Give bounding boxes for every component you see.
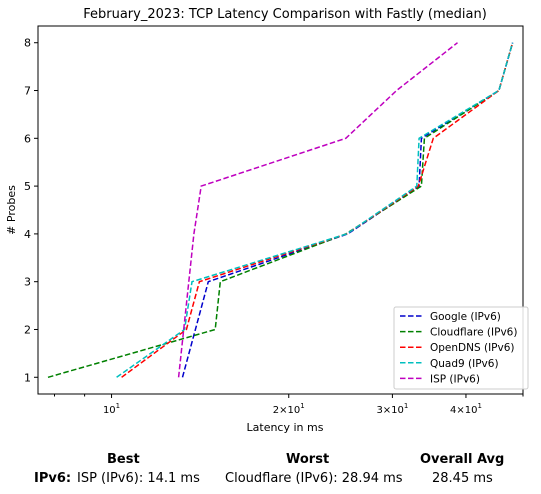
overall-value: 28.45 ms — [432, 471, 493, 486]
x-tick-label: 4×101 — [450, 402, 482, 416]
legend-label: ISP (IPv6) — [430, 373, 480, 385]
series-line-0 — [181, 42, 514, 378]
series-line-3 — [116, 42, 514, 378]
row-label: IPv6: — [34, 471, 71, 486]
y-tick-label: 2 — [24, 323, 31, 336]
y-tick-label: 5 — [24, 180, 31, 193]
legend-label: Google (IPv6) — [430, 311, 501, 323]
worst-value: Cloudflare (IPv6): 28.94 ms — [225, 471, 403, 486]
legend-box — [393, 306, 529, 390]
legend: Google (IPv6) Cloudflare (IPv6) OpenDNS (I… — [393, 306, 529, 390]
series-line-4 — [177, 42, 458, 378]
legend-label: Cloudflare (IPv6) — [430, 327, 517, 339]
best-header: Best — [107, 452, 140, 467]
x-tick-label: 3×101 — [376, 402, 408, 416]
x-tick-label: 2×101 — [273, 402, 305, 416]
x-axis-label: Latency in ms — [247, 421, 324, 434]
worst-header: Worst — [286, 452, 330, 467]
x-axis-ticks: 101 2×101 3×101 4×101 — [53, 394, 524, 416]
legend-label: Quad9 (IPv6) — [430, 358, 499, 370]
y-axis-ticks: 1 2 3 4 5 6 7 8 — [24, 37, 38, 384]
latency-chart: February_2023: TCP Latency Comparison wi… — [5, 7, 529, 434]
best-value: ISP (IPv6): 14.1 ms — [77, 471, 200, 486]
y-tick-label: 8 — [24, 37, 31, 50]
row-label-text: IPv6 — [34, 471, 66, 486]
x-tick-label: 101 — [103, 402, 120, 416]
row-label-sep: : — [65, 471, 72, 486]
y-tick-label: 4 — [24, 228, 31, 241]
legend-label: OpenDNS (IPv6) — [430, 342, 515, 354]
overall-header: Overall Avg — [420, 452, 505, 467]
chart-title: February_2023: TCP Latency Comparison wi… — [83, 7, 487, 22]
y-tick-label: 6 — [24, 132, 31, 145]
y-axis-label: # Probes — [5, 185, 18, 235]
y-tick-label: 7 — [24, 85, 31, 98]
y-tick-label: 3 — [24, 276, 31, 289]
plot-frame — [37, 25, 524, 395]
series-lines — [47, 42, 514, 379]
y-tick-label: 1 — [24, 371, 31, 384]
